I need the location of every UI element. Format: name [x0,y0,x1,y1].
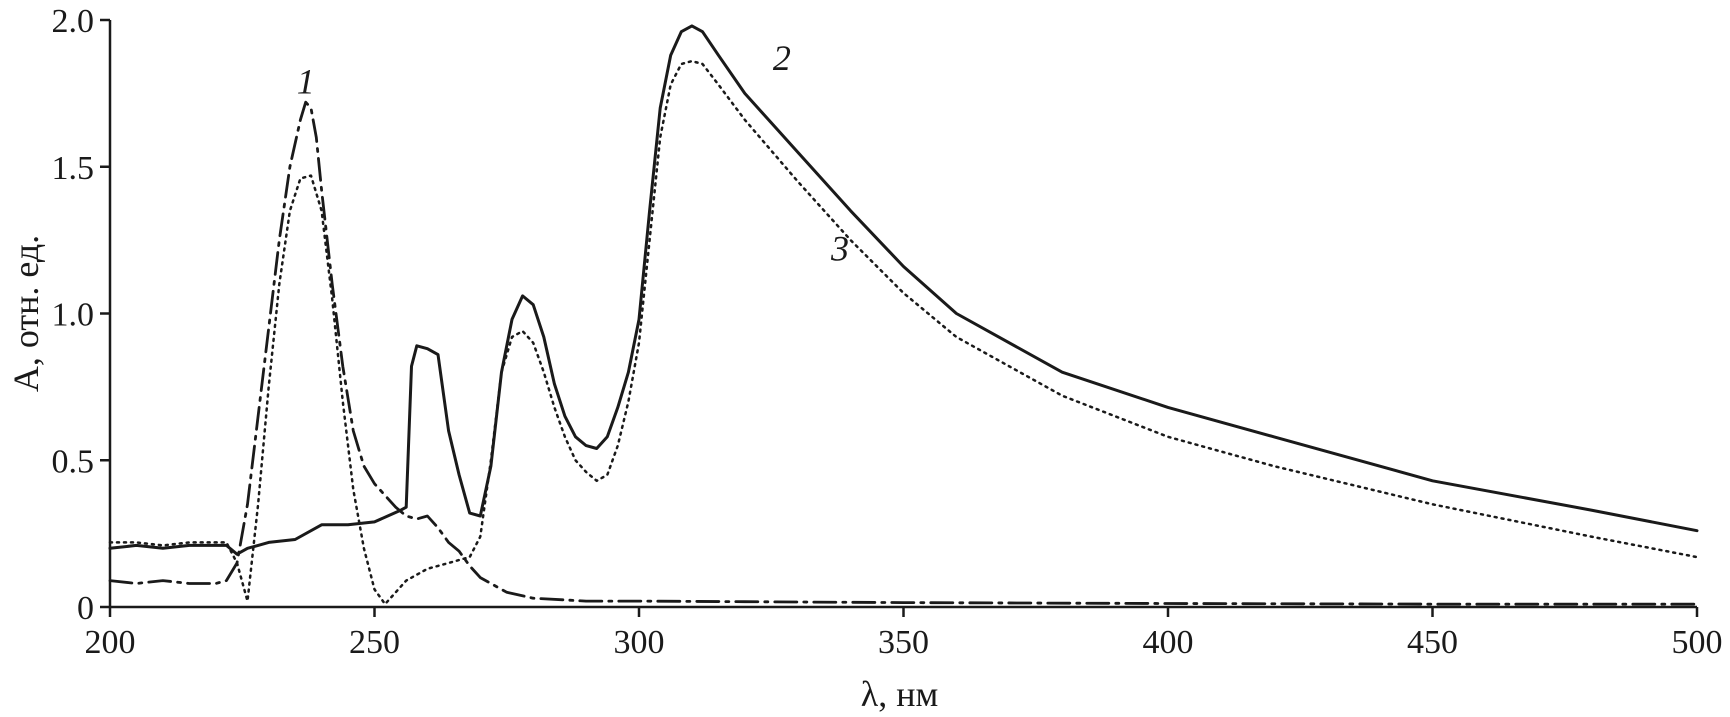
series-line-3 [108,59,1699,606]
x-tick-label: 250 [349,624,400,661]
x-tick-label: 200 [85,624,136,661]
y-tick-label: 1.0 [52,297,95,334]
series-label-2: 2 [773,38,791,78]
x-tick-label: 500 [1672,624,1723,661]
x-tick-label: 300 [614,624,665,661]
series-group [108,24,1699,606]
y-tick-label: 0.5 [52,443,95,480]
axes [108,20,1697,609]
x-tick-label: 350 [878,624,929,661]
y-tick-label: 2.0 [52,3,95,40]
x-tick-label: 400 [1143,624,1194,661]
y-tick-label: 0 [77,590,94,627]
y-tick-label: 1.5 [52,150,95,187]
series-line-2 [108,24,1699,556]
series-label-1: 1 [297,61,315,101]
x-axis-title: λ, нм [861,674,939,714]
x-tick-label: 450 [1407,624,1458,661]
ticks: 200 250 300 350 400 450 500 0 0.5 1.0 1.5 2.0 [52,3,1723,661]
y-axis-title: A, отн. ед. [6,235,46,392]
labels: λ, нм A, отн. ед. 1 2 3 [6,38,938,714]
series-label-3: 3 [830,229,849,269]
series-line-1 [108,100,1699,606]
